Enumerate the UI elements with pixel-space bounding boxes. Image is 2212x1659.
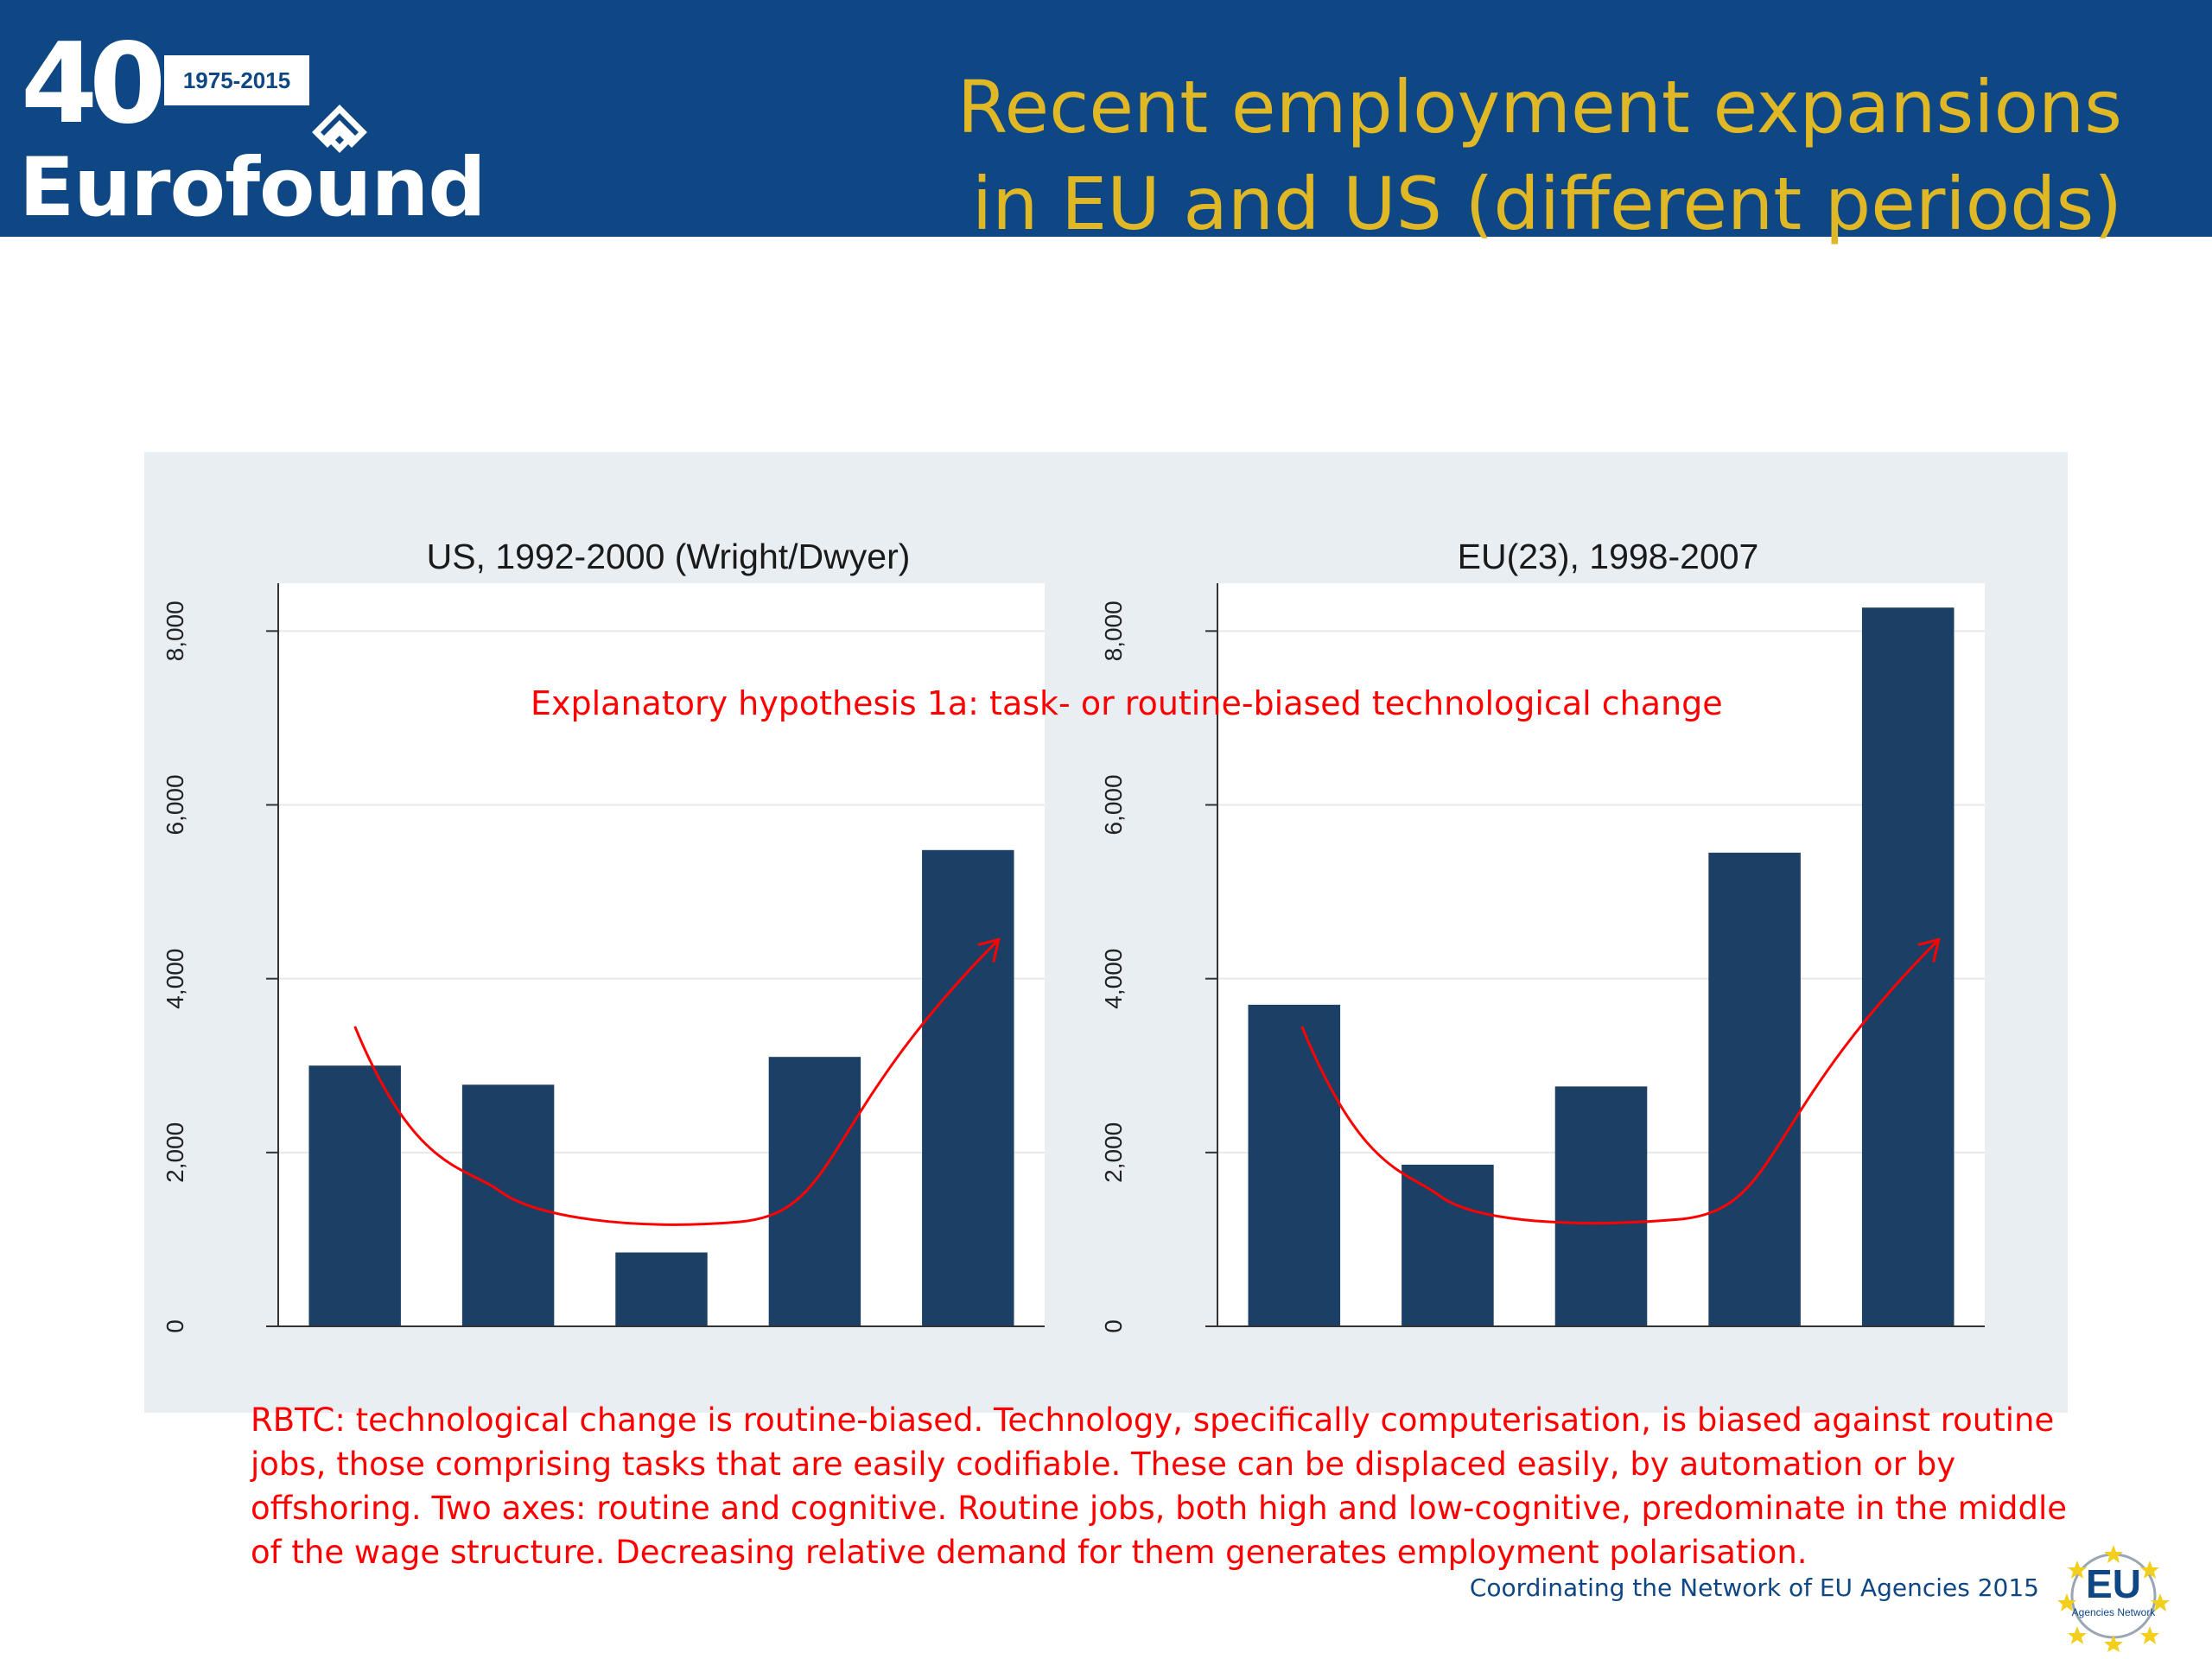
chart-panel: 0 2,000 4,000 6,000 8,000 US, 1992-2000 (Wrig… — [144, 452, 2068, 1413]
trend-curve-1 — [353, 938, 1000, 1226]
bar-1-2 — [461, 1084, 555, 1326]
chart-figure: 0 2,000 4,000 6,000 8,000 US, 1992-2000 (Wrig… — [162, 537, 1985, 1333]
y-tick-label: 2,000 — [1100, 1122, 1127, 1183]
chart-title-2: EU(23), 1998-2007 — [1458, 537, 1759, 576]
eurofound-mark-icon — [312, 105, 367, 153]
chart-title-1: US, 1992-2000 (Wright/Dwyer) — [427, 537, 911, 576]
trend-curve-2 — [1300, 938, 1940, 1225]
y-tick-label: 6,000 — [162, 774, 188, 835]
explanation-line-1: RBTC: technological change is routine-bi… — [251, 1402, 2055, 1439]
bar-1-3 — [615, 1252, 708, 1326]
trend-arrowhead-2 — [1917, 938, 1941, 963]
y-tick-label: 8,000 — [162, 601, 188, 661]
y-tick-label: 6,000 — [1100, 774, 1127, 835]
explanation-line-3: offshoring. Two axes: routine and cognit… — [251, 1490, 2068, 1527]
bar-1-4 — [768, 1057, 861, 1326]
trend-arrowhead-1 — [977, 938, 1001, 963]
title-line-2: in EU and US (different periods) — [971, 162, 2122, 246]
bar-2-1 — [1248, 1004, 1341, 1326]
y-tick-label: 8,000 — [1100, 601, 1127, 661]
bar-1-5 — [922, 849, 1014, 1326]
bar-2-4 — [1708, 852, 1801, 1326]
explanation-line-4: of the wage structure. Decreasing relati… — [251, 1534, 1808, 1571]
explanation-line-2: jobs, those comprising tasks that are ea… — [251, 1446, 1956, 1483]
bar-2-5 — [1861, 607, 1955, 1326]
logo-name: Eurofound — [19, 141, 486, 235]
y-tick-label: 4,000 — [1100, 949, 1127, 1009]
eu-badge-sublabel: Agencies Network — [2071, 1606, 2156, 1618]
eu-stars-ring-icon — [2057, 1545, 2170, 1652]
title-line-1: Recent employment expansions — [957, 65, 2122, 149]
bar-1-1 — [308, 1065, 401, 1326]
eurofound-logo: 40 1975-2015 Eurofound — [17, 17, 486, 232]
plot-area-1 — [278, 583, 1045, 1326]
y-tick-label: 2,000 — [162, 1122, 188, 1183]
hypothesis-annotation: Explanatory hypothesis 1a: task- or rout… — [531, 684, 1723, 722]
rbtc-explanation: RBTC: technological change is routine-bi… — [251, 1398, 2068, 1574]
header-banner: 40 1975-2015 Eurofound Recent employment… — [0, 0, 2212, 246]
logo-years-label: 1975-2015 — [164, 55, 309, 105]
page-title: Recent employment expansions in EU and U… — [826, 59, 2122, 252]
y-tick-label: 0 — [1100, 1319, 1127, 1333]
eu-badge-label: EU — [2086, 1561, 2141, 1606]
footer-caption: Coordinating the Network of EU Agencies … — [1469, 1573, 2039, 1602]
y-tick-label: 0 — [162, 1319, 188, 1333]
eu-agencies-badge: EU Agencies Network — [2053, 1540, 2174, 1652]
logo-anniversary-number: 40 — [21, 20, 166, 149]
y-tick-label: 4,000 — [162, 949, 188, 1009]
bar-2-2 — [1402, 1164, 1494, 1326]
bar-2-3 — [1554, 1086, 1648, 1326]
